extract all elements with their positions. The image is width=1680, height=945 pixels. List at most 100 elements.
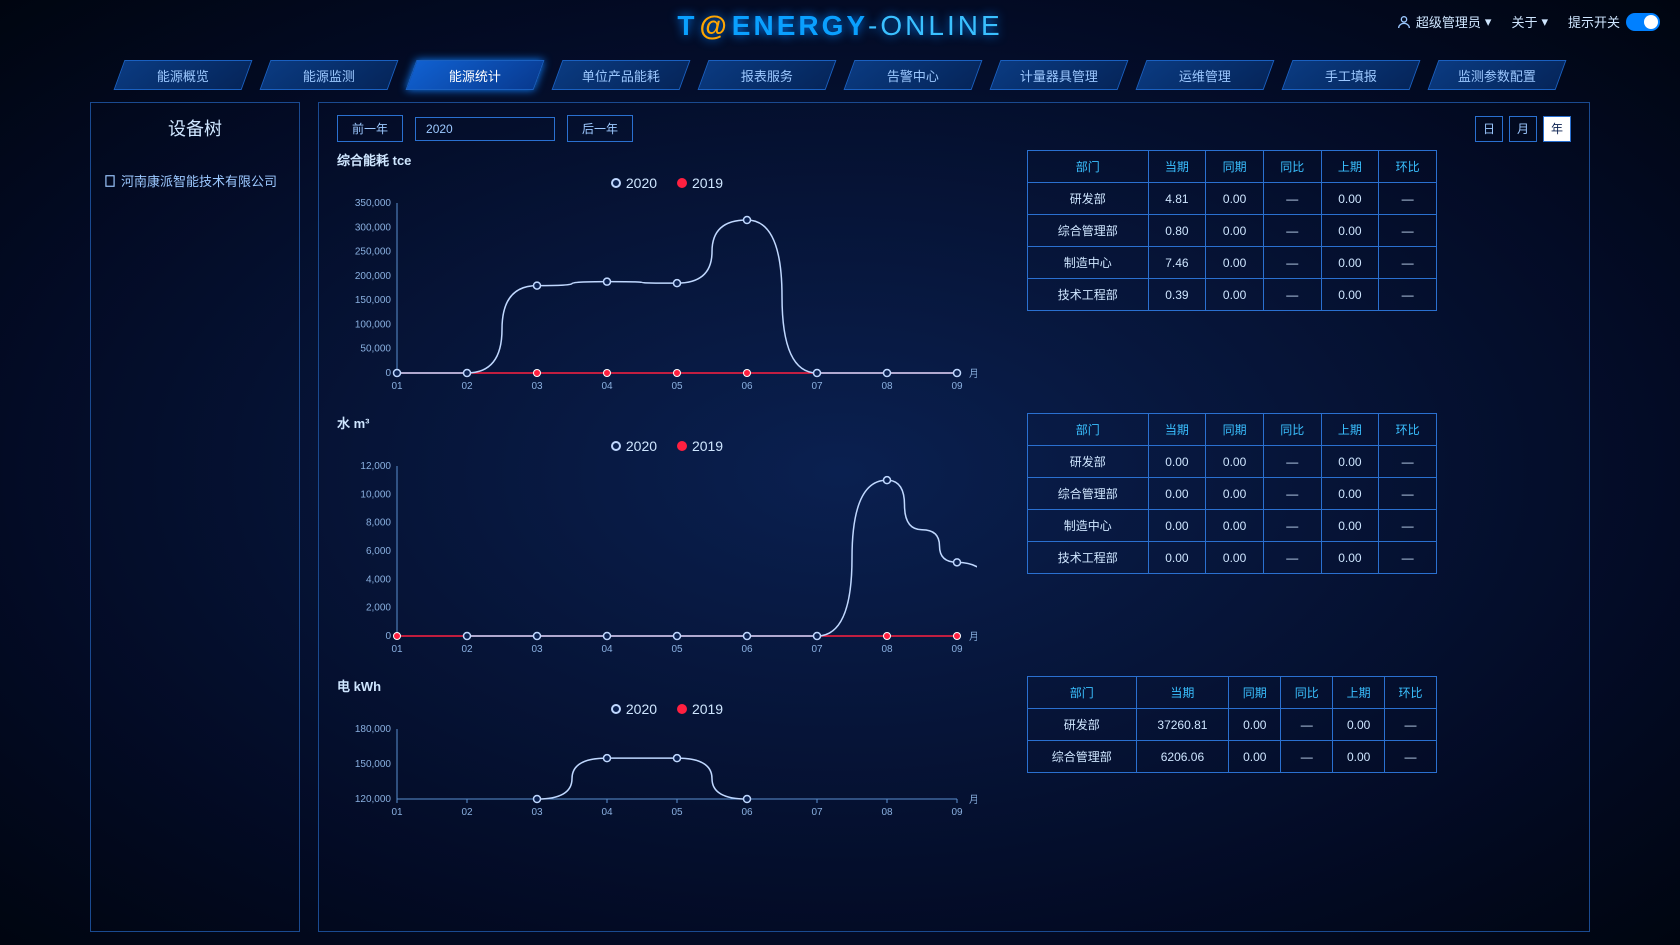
svg-text:2,000: 2,000 xyxy=(366,603,391,614)
tree-root-item[interactable]: 河南康派智能技术有限公司 xyxy=(103,171,287,190)
period-tab-月[interactable]: 月 xyxy=(1509,116,1537,142)
svg-text:01: 01 xyxy=(391,381,403,392)
table-box: 部门当期同期同比上期环比研发部37260.810.00—0.00—综合管理部62… xyxy=(1027,676,1437,829)
table-cell: 0.00 xyxy=(1321,478,1379,510)
svg-text:03: 03 xyxy=(531,644,543,655)
next-year-button[interactable]: 后一年 xyxy=(567,115,633,142)
table-cell: — xyxy=(1385,709,1437,741)
table-cell: — xyxy=(1281,709,1333,741)
hint-toggle[interactable] xyxy=(1626,13,1660,31)
table-row: 制造中心0.000.00—0.00— xyxy=(1028,510,1437,542)
svg-text:0: 0 xyxy=(385,631,391,642)
table-cell: — xyxy=(1379,215,1437,247)
chart-legend: 2020 2019 xyxy=(337,173,997,193)
nav-label: 能源统计 xyxy=(449,66,501,85)
table-header: 上期 xyxy=(1321,151,1379,183)
table-header: 同比 xyxy=(1263,151,1321,183)
table-box: 部门当期同期同比上期环比研发部4.810.00—0.00—综合管理部0.800.… xyxy=(1027,150,1437,403)
svg-text:07: 07 xyxy=(811,807,823,818)
table-cell: 0.00 xyxy=(1321,510,1379,542)
table-cell: 0.00 xyxy=(1333,741,1385,773)
table-header: 同期 xyxy=(1229,677,1281,709)
table-cell: 0.00 xyxy=(1229,741,1281,773)
chart-title: 综合能耗 tce xyxy=(337,150,997,169)
nav-item-4[interactable]: 报表服务 xyxy=(698,60,837,90)
svg-text:4,000: 4,000 xyxy=(366,574,391,585)
nav-item-3[interactable]: 单位产品能耗 xyxy=(552,60,691,90)
table-cell: 0.39 xyxy=(1148,279,1206,311)
svg-text:04: 04 xyxy=(601,381,613,392)
table-cell: 4.81 xyxy=(1148,183,1206,215)
table-cell: 0.00 xyxy=(1206,510,1264,542)
table-cell: 7.46 xyxy=(1148,247,1206,279)
svg-text:04: 04 xyxy=(601,807,613,818)
nav-label: 监测参数配置 xyxy=(1458,66,1536,85)
tree-root-label: 河南康派智能技术有限公司 xyxy=(121,171,277,190)
chart-svg: 02,0004,0006,0008,00010,00012,0000102030… xyxy=(337,456,977,666)
table-cell: 研发部 xyxy=(1028,446,1149,478)
svg-text:300,000: 300,000 xyxy=(355,222,392,233)
nav-item-8[interactable]: 手工填报 xyxy=(1282,60,1421,90)
table-header: 当期 xyxy=(1136,677,1229,709)
table-cell: 0.00 xyxy=(1206,183,1264,215)
sidebar-title: 设备树 xyxy=(103,115,287,141)
svg-text:200,000: 200,000 xyxy=(355,271,392,282)
table-cell: — xyxy=(1263,215,1321,247)
svg-text:350,000: 350,000 xyxy=(355,198,392,209)
period-tab-年[interactable]: 年 xyxy=(1543,116,1571,142)
table-cell: 0.00 xyxy=(1148,542,1206,574)
user-icon xyxy=(1396,14,1412,30)
table-cell: — xyxy=(1385,741,1437,773)
chart-row-1: 水 m³ 2020 2019 02,0004,0006,0008,00010,0… xyxy=(337,413,1571,666)
table-row: 研发部0.000.00—0.00— xyxy=(1028,446,1437,478)
chart-svg: 120,000150,000180,000010203040506070809月 xyxy=(337,719,977,829)
about-menu[interactable]: 关于 ▾ xyxy=(1511,12,1548,31)
table-cell: 0.00 xyxy=(1321,183,1379,215)
table-header: 同比 xyxy=(1281,677,1333,709)
nav-label: 能源概览 xyxy=(157,66,209,85)
table-header: 环比 xyxy=(1379,151,1437,183)
table-cell: 技术工程部 xyxy=(1028,542,1149,574)
year-input[interactable] xyxy=(415,117,555,141)
table-row: 制造中心7.460.00—0.00— xyxy=(1028,247,1437,279)
table-row: 技术工程部0.390.00—0.00— xyxy=(1028,279,1437,311)
table-cell: 0.00 xyxy=(1333,709,1385,741)
svg-text:08: 08 xyxy=(881,644,893,655)
svg-text:09: 09 xyxy=(951,381,963,392)
nav-item-1[interactable]: 能源监测 xyxy=(260,60,399,90)
building-icon xyxy=(103,174,117,188)
svg-text:02: 02 xyxy=(461,807,473,818)
prev-year-button[interactable]: 前一年 xyxy=(337,115,403,142)
svg-text:02: 02 xyxy=(461,381,473,392)
nav-item-7[interactable]: 运维管理 xyxy=(1136,60,1275,90)
nav-item-0[interactable]: 能源概览 xyxy=(114,60,253,90)
svg-text:150,000: 150,000 xyxy=(355,759,392,770)
nav-item-6[interactable]: 计量器具管理 xyxy=(990,60,1129,90)
nav-label: 告警中心 xyxy=(887,66,939,85)
table-cell: — xyxy=(1379,247,1437,279)
brand-logo: T@ENERGY-ONLINE xyxy=(677,10,1002,42)
table-cell: — xyxy=(1263,279,1321,311)
svg-text:08: 08 xyxy=(881,381,893,392)
period-tab-日[interactable]: 日 xyxy=(1475,116,1503,142)
nav-label: 计量器具管理 xyxy=(1020,66,1098,85)
svg-text:0: 0 xyxy=(385,368,391,379)
table-cell: 0.00 xyxy=(1321,446,1379,478)
user-menu[interactable]: 超级管理员 ▾ xyxy=(1396,12,1492,31)
chevron-down-icon: ▾ xyxy=(1485,14,1492,30)
table-cell: 综合管理部 xyxy=(1028,478,1149,510)
svg-text:6,000: 6,000 xyxy=(366,546,391,557)
chart-box: 水 m³ 2020 2019 02,0004,0006,0008,00010,0… xyxy=(337,413,997,666)
svg-text:10,000: 10,000 xyxy=(360,489,391,500)
svg-text:07: 07 xyxy=(811,381,823,392)
table-cell: — xyxy=(1379,183,1437,215)
table-box: 部门当期同期同比上期环比研发部0.000.00—0.00—综合管理部0.000.… xyxy=(1027,413,1437,666)
nav-item-2[interactable]: 能源统计 xyxy=(406,60,545,90)
table-cell: 综合管理部 xyxy=(1028,741,1137,773)
table-cell: 综合管理部 xyxy=(1028,215,1149,247)
nav-item-5[interactable]: 告警中心 xyxy=(844,60,983,90)
content-panel: 前一年 后一年 日月年 综合能耗 tce 2020 2019 050,00010… xyxy=(318,102,1590,932)
svg-text:06: 06 xyxy=(741,807,753,818)
table-cell: 0.00 xyxy=(1321,279,1379,311)
nav-item-9[interactable]: 监测参数配置 xyxy=(1428,60,1567,90)
